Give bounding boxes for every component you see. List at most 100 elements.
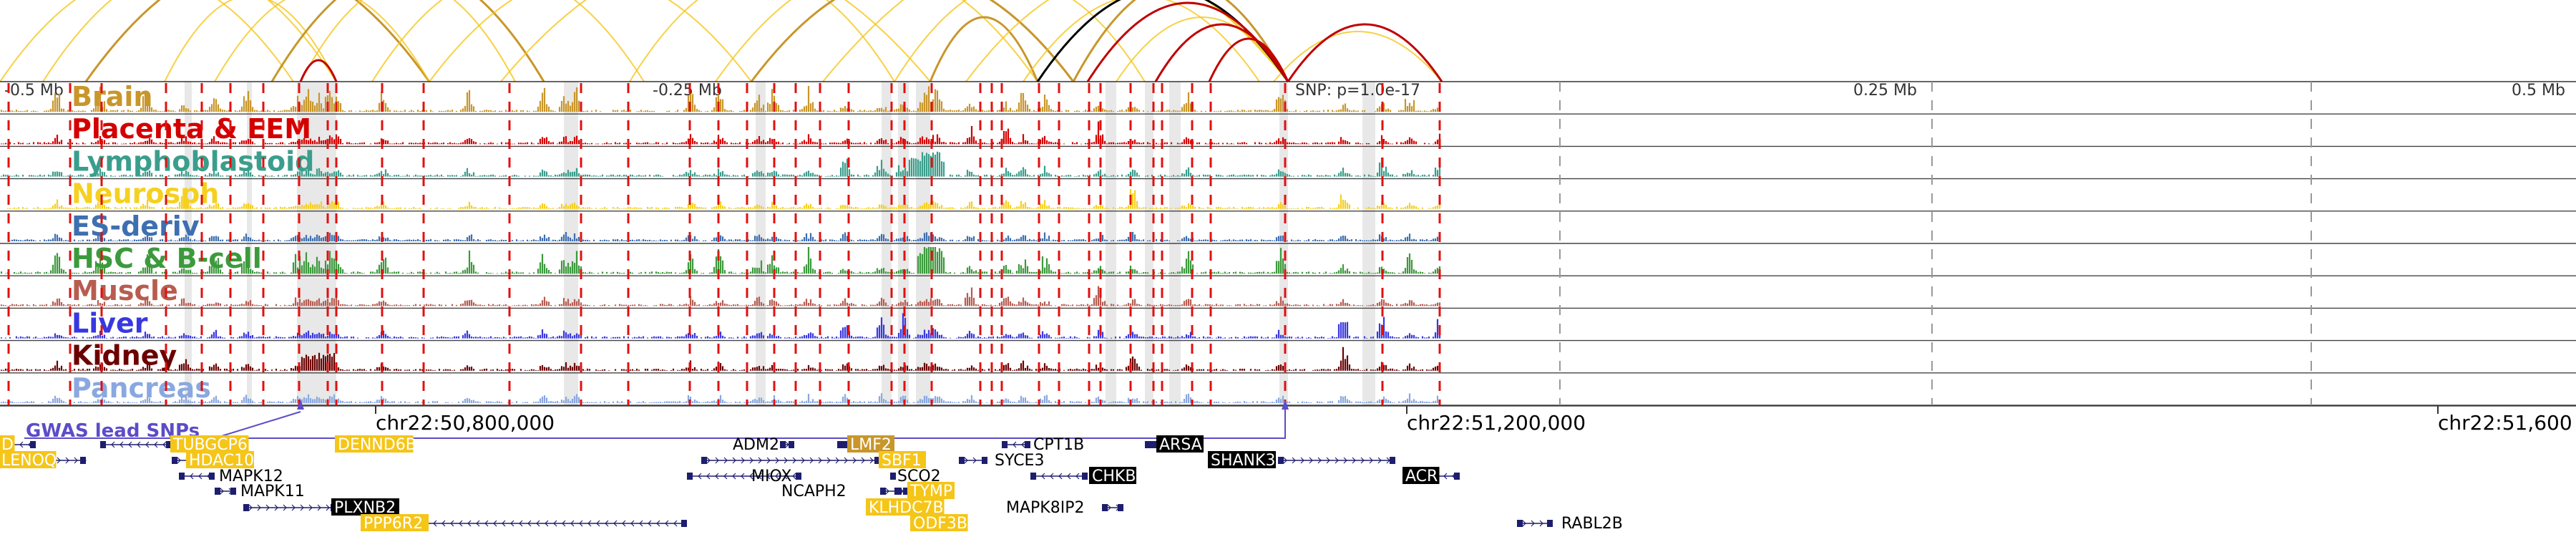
gene-label[interactable]: ACR bbox=[1405, 468, 1438, 485]
gene-label-bg bbox=[1156, 435, 1204, 453]
gene-strand-arrow bbox=[570, 520, 575, 527]
gene-rabl2b[interactable]: RABL2B bbox=[1517, 515, 1623, 533]
gene-cpt1b[interactable]: CPT1B bbox=[1002, 436, 1084, 454]
gene-strand-arrow bbox=[869, 457, 874, 464]
gene-strand-arrow bbox=[274, 504, 278, 511]
gwas-lead-snps[interactable]: GWAS lead SNPs bbox=[24, 400, 1289, 442]
gene-strand-arrow bbox=[326, 504, 330, 511]
gene-arsa[interactable]: ARSA bbox=[1145, 435, 1204, 454]
gene-label[interactable]: ODF3B bbox=[913, 515, 967, 533]
gene-label[interactable]: ADM2 bbox=[733, 436, 779, 454]
gene-strand-arrow bbox=[459, 520, 463, 527]
track-label-muscle: Muscle bbox=[72, 275, 178, 306]
gene-strand-arrow bbox=[784, 473, 788, 480]
gene-chkb[interactable]: CHKB bbox=[1030, 467, 1136, 485]
gene-acr[interactable]: ACR bbox=[1402, 467, 1460, 485]
gene-label[interactable]: CHKB bbox=[1092, 468, 1136, 485]
gene-label-bg bbox=[186, 451, 254, 468]
gene-label[interactable]: CPT1B bbox=[1033, 436, 1084, 454]
gene-label[interactable]: HDAC10 bbox=[189, 452, 254, 470]
track-signal-liver bbox=[0, 313, 1441, 339]
gene-strand-arrow bbox=[964, 457, 968, 464]
gene-klhdc7b[interactable]: KLHDC7B bbox=[866, 498, 945, 517]
gene-label[interactable]: NCAPH2 bbox=[781, 483, 847, 500]
gene-label-bg bbox=[335, 435, 414, 453]
gene-strand-arrow bbox=[1283, 457, 1287, 464]
gene-strand-arrow bbox=[510, 520, 514, 527]
gene-odf3b[interactable]: ODF3B bbox=[910, 514, 968, 533]
gene-label[interactable]: SYCE3 bbox=[995, 452, 1044, 470]
gene-strand-arrow bbox=[257, 504, 261, 511]
gene-label[interactable]: DENND6B bbox=[338, 436, 416, 454]
gwas-marker[interactable] bbox=[297, 400, 304, 410]
gene-strand-arrow bbox=[715, 473, 719, 480]
gene-strand-arrow bbox=[119, 441, 124, 448]
gene-label[interactable]: TUBGCP6 bbox=[172, 436, 248, 454]
gene-strand-arrow bbox=[553, 520, 557, 527]
interaction-arc bbox=[1273, 31, 1443, 82]
gwas-marker[interactable] bbox=[1282, 400, 1289, 410]
gene-label[interactable]: RABL2B bbox=[1561, 515, 1623, 533]
gene-plxnb2[interactable]: PLXNB2 bbox=[243, 498, 399, 517]
gene-strand-arrow bbox=[792, 457, 796, 464]
gene-ppp6r2[interactable]: PPP6R2 bbox=[361, 514, 687, 533]
gene-syce3[interactable]: SYCE3 bbox=[959, 452, 1044, 470]
gene-label[interactable]: D bbox=[1, 436, 14, 454]
ruler-label: -0.5 Mb bbox=[4, 82, 64, 100]
gene-label[interactable]: MAPK11 bbox=[240, 483, 305, 500]
gene-exon bbox=[1025, 441, 1030, 448]
gene-strand-arrow bbox=[673, 520, 678, 527]
gene-label[interactable]: PLXNB2 bbox=[334, 499, 396, 517]
gene-d[interactable]: D bbox=[0, 435, 36, 454]
track-label-pancreas: Pancreas bbox=[72, 372, 211, 404]
gene-shank3[interactable]: SHANK3 bbox=[1208, 451, 1395, 470]
gene-strand-arrow bbox=[792, 473, 796, 480]
gene-label[interactable]: ARSA bbox=[1159, 436, 1202, 454]
gene-strand-arrow bbox=[801, 457, 805, 464]
gene-mapk12[interactable]: MAPK12 bbox=[179, 468, 283, 485]
gene-label-bg bbox=[0, 451, 57, 468]
gene-strand-arrow bbox=[198, 473, 203, 480]
gene-exon bbox=[1082, 473, 1088, 480]
gene-exon bbox=[80, 457, 86, 464]
gene-exon bbox=[30, 441, 36, 448]
gene-ncaph2[interactable]: NCAPH2 bbox=[781, 483, 902, 500]
gene-exon bbox=[1390, 457, 1395, 464]
gene-label[interactable]: MAPK8IP2 bbox=[1006, 499, 1084, 517]
gene-label[interactable]: LMF2 bbox=[850, 436, 892, 454]
gene-strand-arrow bbox=[1107, 504, 1111, 511]
gene-label[interactable]: TYMP bbox=[909, 483, 952, 500]
gene-strand-arrow bbox=[74, 457, 78, 464]
gene-dennd6b[interactable]: DENND6B bbox=[335, 435, 416, 454]
gene-strand-arrow bbox=[732, 473, 736, 480]
gene-hdac10[interactable]: HDAC10 bbox=[172, 451, 254, 470]
gene-mapk11[interactable]: MAPK11 bbox=[215, 483, 305, 500]
gene-strand-arrow bbox=[1013, 441, 1017, 448]
gene-strand-arrow bbox=[818, 457, 822, 464]
gene-exon bbox=[681, 520, 687, 527]
gene-strand-arrow bbox=[441, 520, 446, 527]
gene-adm2[interactable]: ADM2 bbox=[733, 436, 794, 454]
gene-exon bbox=[837, 441, 843, 448]
gene-lenoq[interactable]: LENOQ bbox=[0, 451, 87, 470]
gene-label[interactable]: LENOQ bbox=[1, 452, 57, 470]
gene-label[interactable]: MAPK12 bbox=[219, 468, 283, 485]
gene-label[interactable]: SHANK3 bbox=[1211, 452, 1275, 470]
gene-miox[interactable]: MIOX bbox=[687, 468, 801, 485]
gene-label[interactable]: KLHDC7B bbox=[869, 499, 944, 517]
gene-lmf2[interactable]: LMF2 bbox=[837, 435, 894, 454]
gene-strand-arrow bbox=[1067, 473, 1071, 480]
gene-sbf1[interactable]: SBF1 bbox=[701, 451, 926, 470]
gene-strand-arrow bbox=[605, 520, 609, 527]
gene-tymp[interactable]: TYMP bbox=[894, 482, 955, 500]
gene-label-bg bbox=[907, 482, 955, 499]
interaction-arc bbox=[164, 0, 337, 82]
gene-label[interactable]: MIOX bbox=[751, 468, 791, 485]
gene-label[interactable]: PPP6R2 bbox=[364, 515, 423, 533]
gene-tubgcp6[interactable]: TUBGCP6 bbox=[100, 435, 249, 454]
interaction-arc bbox=[1154, 23, 1289, 82]
gene-label[interactable]: SBF1 bbox=[882, 452, 922, 470]
gene-mapk8ip2[interactable]: MAPK8IP2 bbox=[1006, 499, 1123, 517]
